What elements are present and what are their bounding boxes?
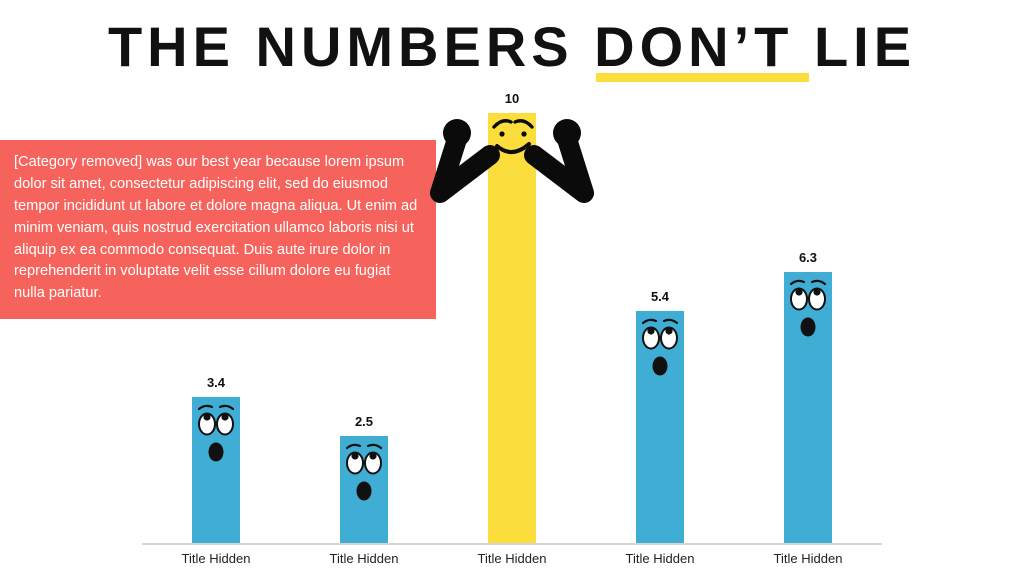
bar-slot: 6.3 <box>734 113 882 543</box>
bar-value-label: 5.4 <box>650 288 670 304</box>
category-label: Title Hidden <box>181 551 251 566</box>
bar <box>636 310 684 543</box>
bar-slot: 3.4 <box>142 113 290 543</box>
category-label: Title Hidden <box>329 551 399 566</box>
bar-value-label: 2.5 <box>354 413 374 429</box>
bar-slot: 5.4 <box>586 113 734 543</box>
bar <box>784 272 832 543</box>
title-prefix: THE NUMBERS <box>107 15 595 78</box>
surprised-face-icon <box>345 443 383 500</box>
category-labels: Title Hidden Title Hidden Title Hidden Titl… <box>142 551 882 566</box>
callout-text: [Category removed] was our best year bec… <box>14 154 418 302</box>
bar-highlighted <box>430 113 594 543</box>
bar-slot: 2.5 <box>290 113 438 543</box>
bar <box>192 396 240 543</box>
surprised-face-icon <box>789 279 827 337</box>
plot-area: 3.4 2.5 10 5.4 6.3 <box>142 91 882 545</box>
category-label: Title Hidden <box>773 551 843 566</box>
bar-slot: 10 <box>430 91 594 543</box>
bar <box>340 435 388 543</box>
bar-value-label: 3.4 <box>206 374 226 390</box>
category-label: Title Hidden <box>625 551 695 566</box>
surprised-face-icon <box>197 404 235 462</box>
bar-value-label: 6.3 <box>798 250 818 266</box>
page-title: THE NUMBERS DON’T LIE <box>0 14 1024 82</box>
category-label: Title Hidden <box>477 551 547 566</box>
title-highlight: DON’T LIE <box>594 15 917 82</box>
callout-box: [Category removed] was our best year bec… <box>0 140 436 320</box>
surprised-face-icon <box>641 318 679 376</box>
bar-value-label: 10 <box>504 91 520 106</box>
